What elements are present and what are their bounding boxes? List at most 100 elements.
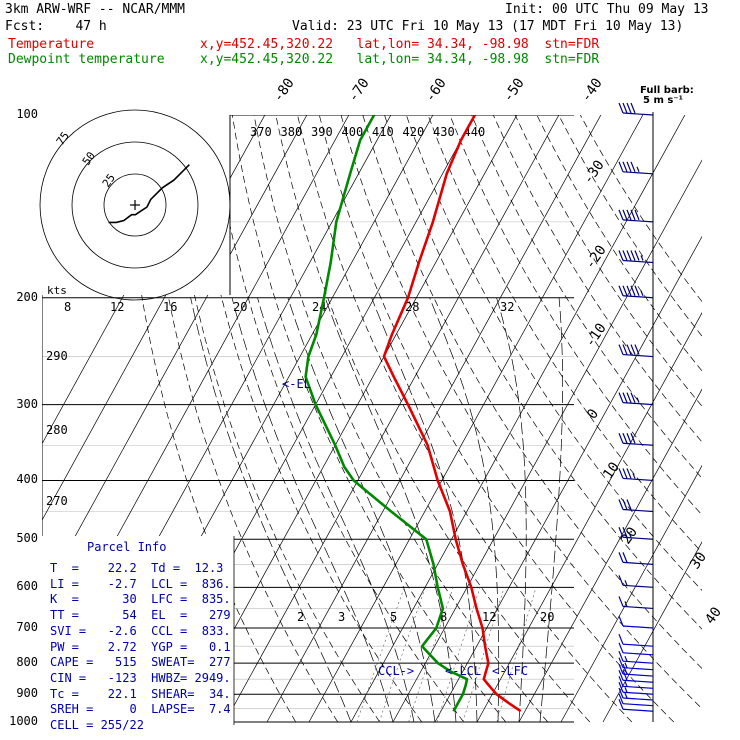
isotherm-label: 20 [618, 524, 641, 547]
speed-scale-label: 8 [64, 300, 71, 314]
wind-barb-half [640, 290, 644, 296]
wind-barb-flag [634, 285, 640, 296]
moist-adiabat-line [324, 297, 457, 723]
wind-barb-flag [618, 527, 624, 538]
wind-barb-flag [618, 552, 624, 563]
dry-adiabat-line [471, 115, 702, 479]
lcl-annotation: <-LCL [445, 664, 482, 678]
wind-barb [618, 663, 654, 677]
model-title: 3km ARW-WRF -- NCAR/MMM [5, 2, 186, 17]
parcel-info-background [42, 536, 234, 725]
wind-barb-flag [618, 285, 624, 296]
wind-barb-flag [618, 344, 624, 355]
isotherm-label: 40 [702, 604, 725, 627]
isotherm-label: 0 [584, 406, 602, 422]
moist-adiabat-line [287, 297, 436, 723]
dry-adiabat-line [579, 115, 702, 303]
wind-barb-shaft [622, 353, 654, 358]
wind-barb [618, 575, 654, 588]
wind-barb-shaft [622, 219, 654, 223]
dry-adiabat-line [231, 115, 507, 723]
wind-barb-flag [626, 285, 632, 296]
theta-label: 440 [464, 125, 486, 139]
pressure-label: 500 [16, 531, 38, 546]
wind-barb-flag [626, 392, 632, 403]
temperature-trace [382, 115, 522, 713]
wind-barb [618, 699, 654, 712]
wind-barb-shaft [622, 685, 654, 689]
wind-barb [618, 527, 654, 540]
wind-barb-half [624, 601, 628, 607]
wind-barb-shaft [622, 508, 654, 513]
wind-barb-shaft [622, 643, 654, 647]
moist-adiabat-line [231, 297, 394, 723]
wind-barb-flag [622, 468, 628, 479]
wind-barb-half [624, 580, 628, 586]
wind-barb [618, 615, 654, 629]
isotherm-label: -50 [500, 75, 528, 105]
hodograph-ring [71, 141, 199, 269]
mixing-ratio-label: 2 [297, 610, 304, 624]
mixing-ratio-line [496, 587, 537, 723]
mixing-ratio-line [462, 587, 505, 723]
isotherm-line [560, 464, 702, 723]
wind-barb-flag [622, 285, 628, 296]
dry-adiabat-line [340, 115, 702, 710]
wind-barb-flag [618, 433, 624, 444]
wind-barb-flag [630, 285, 636, 296]
el-annotation: <-EL [282, 377, 311, 391]
parcel-info-row: CIN = -123 HWBZ= 2949. [50, 670, 231, 685]
wind-barb-flag [630, 250, 636, 261]
speed-scale-label: 12 [110, 300, 124, 314]
wind-barb-flag [630, 209, 636, 221]
mixing-ratio-label: 5 [390, 610, 397, 624]
wind-barb-flag [630, 161, 636, 173]
isotherm-line [308, 115, 644, 723]
hodograph-ring-label: 50 [80, 149, 98, 167]
wind-barb-flag [622, 663, 628, 675]
wind-barb [618, 344, 654, 358]
wind-barb-flag [634, 344, 640, 355]
wind-barb [618, 650, 654, 664]
wind-barb [618, 657, 654, 671]
wind-barb-flag [626, 102, 632, 114]
hodograph-units-label: kts [47, 284, 67, 297]
theta-label: 390 [311, 125, 333, 139]
wind-barb [618, 433, 654, 446]
wind-barb [618, 499, 654, 513]
wind-barb-flag [630, 344, 636, 355]
wind-barb-shaft [622, 561, 654, 565]
wind-barb-half [636, 166, 640, 173]
isotherm-label: -40 [578, 75, 606, 105]
wind-barb [618, 693, 654, 707]
wind-barb-flag [618, 663, 624, 675]
pressure-label: 900 [16, 686, 38, 701]
wind-barb-half [624, 655, 628, 662]
wind-barb-flag [618, 633, 624, 645]
isotherm-label: -80 [270, 75, 298, 105]
pressure-label: 100 [16, 107, 38, 121]
wind-barb-flag [618, 499, 624, 510]
mixing-ratio-line [378, 587, 426, 723]
isotherm-label: 10 [600, 459, 623, 482]
sounding-traces [304, 115, 522, 713]
isotherm-label: -70 [345, 75, 373, 105]
wind-barb [618, 682, 654, 695]
wind-barb-half [624, 692, 628, 699]
dry-adiabat-line [536, 115, 702, 372]
isotherm-line [224, 115, 560, 723]
hodograph-ring [103, 173, 167, 237]
wind-barb-flag [622, 433, 628, 444]
dry-adiabat-line [318, 115, 675, 723]
wind-barb-flag [622, 392, 628, 403]
parcel-info-title: Parcel Info [87, 540, 167, 554]
theta-label: 380 [281, 125, 303, 139]
isotherm-label: 30 [687, 549, 710, 572]
mixing-ratio-line [436, 587, 481, 723]
wind-barb-flag [618, 615, 624, 627]
wind-barb-flag [626, 499, 632, 510]
theta-label: 400 [342, 125, 364, 139]
speed-scale-label: 16 [163, 300, 177, 314]
